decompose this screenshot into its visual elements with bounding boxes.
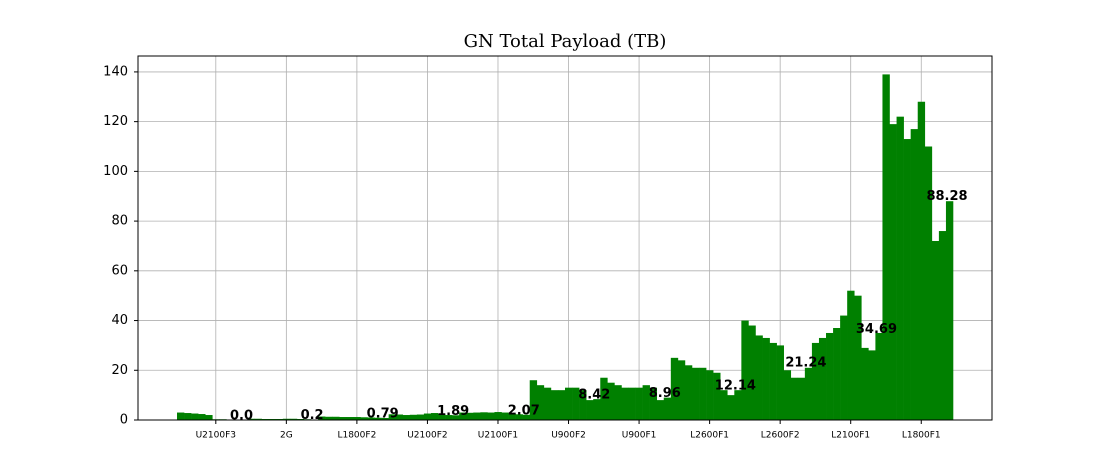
bar	[494, 412, 501, 420]
bar	[191, 414, 198, 420]
bar	[918, 102, 925, 420]
bar	[473, 413, 480, 420]
bar	[748, 326, 755, 420]
bar	[410, 415, 417, 420]
x-tick-label: L2600F2	[761, 431, 800, 441]
bar	[685, 365, 692, 420]
x-tick-label: U900F2	[551, 431, 586, 441]
bar	[614, 385, 621, 420]
bar	[184, 413, 191, 420]
bar	[198, 414, 205, 420]
annotation: 12.14	[715, 378, 756, 393]
bar	[734, 390, 741, 420]
bar	[621, 388, 628, 420]
bar	[939, 231, 946, 420]
y-tick-label: 40	[111, 313, 128, 328]
bar	[770, 343, 777, 420]
bar	[763, 338, 770, 420]
bar	[741, 321, 748, 420]
y-tick-label: 20	[111, 363, 128, 378]
bar	[586, 400, 593, 420]
annotation: 1.89	[437, 404, 469, 419]
bar	[798, 378, 805, 420]
y-tick-label: 80	[111, 214, 128, 229]
y-tick-label: 140	[103, 64, 128, 79]
bar	[854, 296, 861, 420]
annotation: 0.79	[367, 407, 399, 422]
bar	[840, 316, 847, 420]
bar	[812, 343, 819, 420]
x-tick-label: L1800F2	[337, 431, 376, 441]
annotation: 88.28	[926, 189, 967, 204]
bar	[699, 368, 706, 420]
bar	[904, 139, 911, 420]
bar	[946, 201, 953, 420]
chart-title: GN Total Payload (TB)	[464, 31, 667, 52]
bar	[417, 415, 424, 420]
x-tick-label: L2100F1	[831, 431, 870, 441]
bar	[636, 388, 643, 420]
bar	[826, 333, 833, 420]
bar	[925, 147, 932, 420]
bar	[657, 400, 664, 420]
bar	[805, 368, 812, 420]
bar	[628, 388, 635, 420]
bar	[727, 395, 734, 420]
bar	[784, 370, 791, 420]
x-tick-label: U2100F2	[407, 431, 447, 441]
bar	[424, 414, 431, 420]
annotation: 8.42	[578, 388, 610, 403]
bar	[558, 390, 565, 420]
bar	[403, 415, 410, 420]
bar	[819, 338, 826, 420]
annotation: 0.0	[230, 409, 253, 424]
bar	[565, 388, 572, 420]
x-tick-label: L1800F1	[902, 431, 941, 441]
x-tick-label: L2600F1	[690, 431, 729, 441]
bar	[544, 388, 551, 420]
bar	[791, 378, 798, 420]
bar	[720, 390, 727, 420]
bar	[897, 117, 904, 420]
bar	[777, 345, 784, 420]
bar	[551, 390, 558, 420]
y-tick-label: 0	[120, 413, 128, 428]
annotation: 8.96	[649, 386, 681, 401]
y-tick-label: 100	[103, 164, 128, 179]
bar	[706, 370, 713, 420]
bar	[487, 413, 494, 420]
x-tick-label: U2100F1	[478, 431, 518, 441]
x-tick-label: U2100F3	[196, 431, 236, 441]
annotation: 21.24	[785, 356, 826, 371]
bar	[755, 335, 762, 420]
y-tick-label: 60	[111, 263, 128, 278]
bar	[875, 333, 882, 420]
x-tick-label: U900F1	[622, 431, 657, 441]
y-tick-label: 120	[103, 114, 128, 129]
bar	[833, 328, 840, 420]
annotation: 2.07	[508, 403, 540, 418]
bar	[847, 291, 854, 420]
annotation: 0.2	[301, 408, 324, 423]
x-tick-label: 2G	[280, 431, 293, 441]
bar	[480, 412, 487, 420]
bar	[882, 74, 889, 420]
bar	[205, 415, 212, 420]
bar	[177, 413, 184, 420]
bar	[868, 350, 875, 420]
annotation: 34.69	[856, 322, 897, 337]
bar	[932, 241, 939, 420]
bar	[692, 368, 699, 420]
bar	[861, 348, 868, 420]
bar	[890, 124, 897, 420]
bar	[911, 129, 918, 420]
